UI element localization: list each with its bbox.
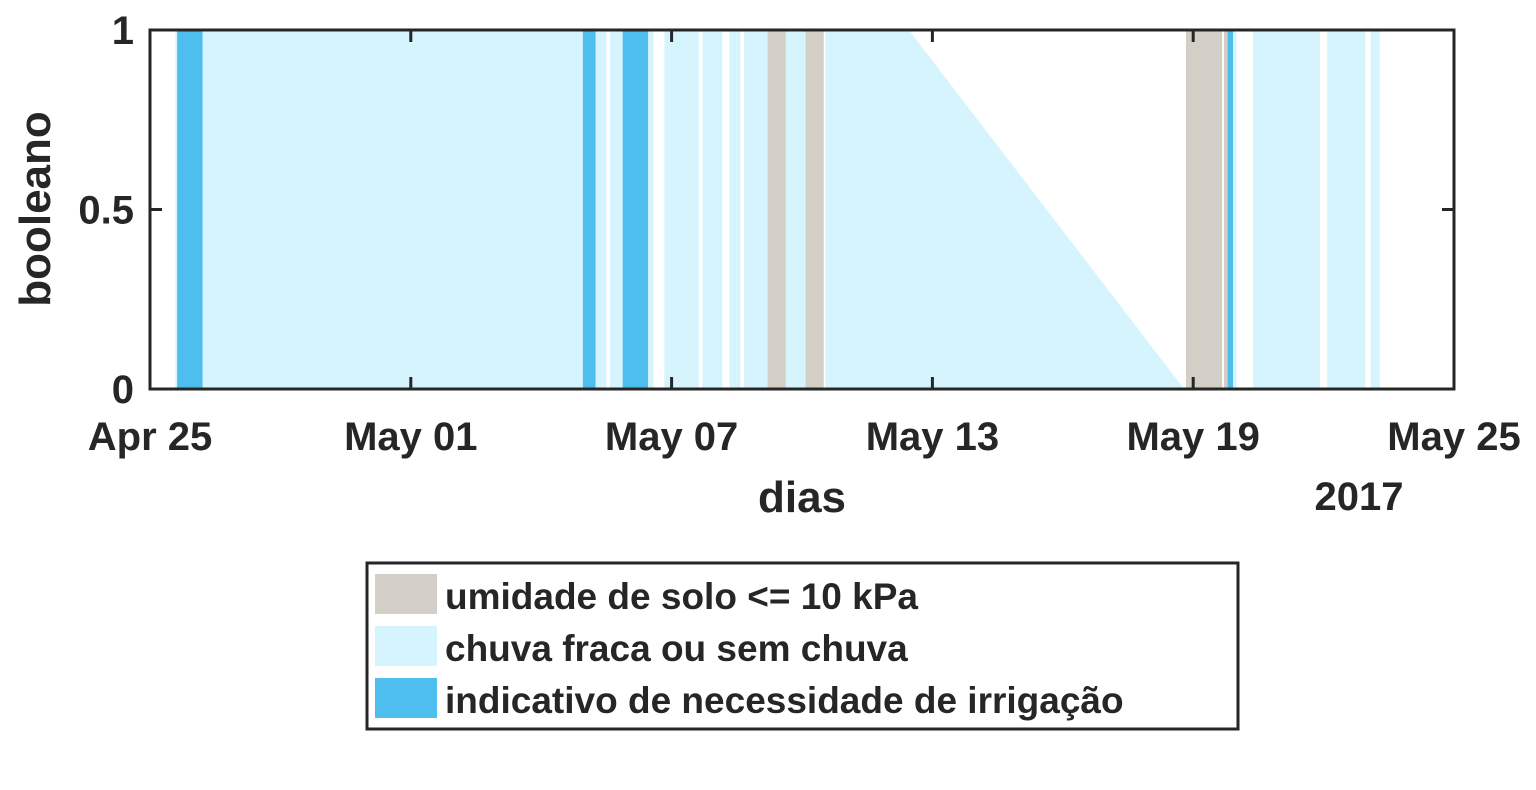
x-axis-label: dias (758, 473, 846, 522)
legend-label-irr: indicativo de necessidade de irrigação (445, 680, 1124, 721)
legend-swatch-irr (375, 678, 437, 718)
legend: umidade de solo <= 10 kPa chuva fraca ou… (365, 561, 1240, 731)
soil-interval-1 (767, 30, 786, 389)
y-tick-label-0: 0 (112, 368, 134, 412)
rain-interval-late-3 (1370, 30, 1380, 389)
y-tick-label-2: 1 (112, 9, 134, 53)
irr-interval-2 (622, 30, 649, 389)
legend-swatch-rain (375, 626, 437, 666)
rain-interval-3 (702, 30, 723, 389)
rain-interval-4 (729, 30, 741, 389)
legend-label-rain: chuva fraca ou sem chuva (445, 628, 908, 669)
x-tick-label-1: May 01 (344, 415, 477, 459)
x-tick-label-4: May 19 (1126, 415, 1259, 459)
tick-layer: Apr 25 May 01 May 07 May 13 May 19 May 25 0 0.5… (78, 9, 1520, 459)
rain-interval-late-2 (1327, 30, 1366, 389)
y-axis-label: booleano (11, 111, 60, 307)
legend-box (365, 561, 1240, 731)
irr-interval-1 (582, 30, 596, 389)
x-tick-label-2: May 07 (605, 415, 738, 459)
soil-interval-2 (805, 30, 824, 389)
rain-interval-0 (175, 30, 607, 389)
irr-interval-3 (1227, 30, 1234, 389)
x-tick-label-0: Apr 25 (88, 415, 213, 459)
x-tick-label-3: May 13 (866, 415, 999, 459)
x-tick-label-5: May 25 (1387, 415, 1520, 459)
legend-swatch-soil (375, 574, 437, 614)
irr-interval-0 (177, 30, 203, 389)
series-layer (175, 30, 1380, 389)
soil-interval-3 (1185, 30, 1223, 389)
series-irr (177, 30, 1234, 389)
rain-interval-2 (664, 30, 699, 389)
legend-label-soil: umidade de solo <= 10 kPa (445, 576, 918, 617)
rain-interval-late-1 (1252, 30, 1320, 389)
soil-interval-4 (1223, 30, 1228, 389)
x-axis-year-label: 2017 (1315, 475, 1404, 519)
rain-ramp-0 (825, 30, 1185, 389)
y-tick-label-1: 0.5 (78, 189, 134, 233)
